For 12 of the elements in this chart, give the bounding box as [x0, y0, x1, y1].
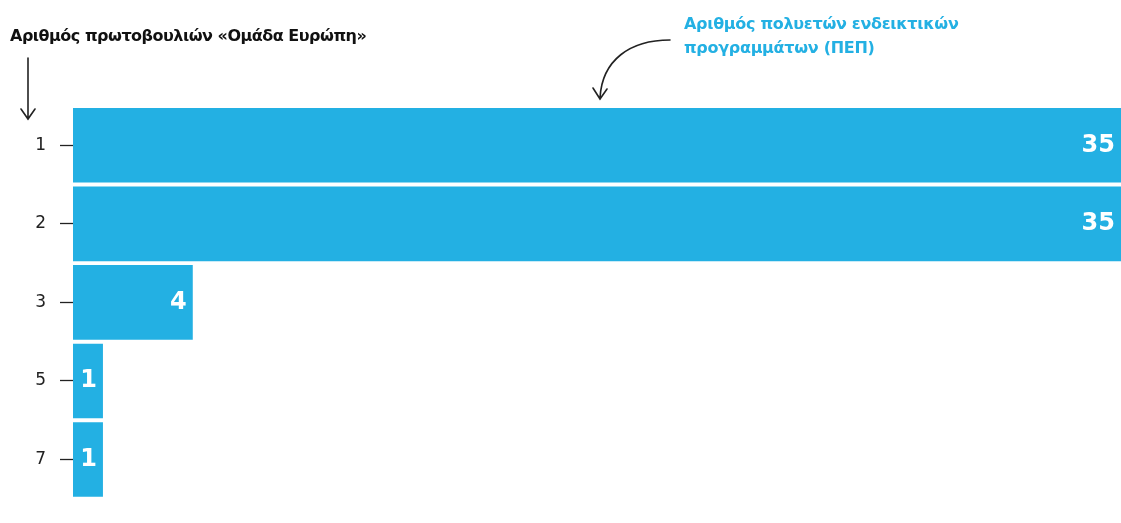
x-axis-title: Αριθμός πολυετών ενδεικτικών προγραμμάτων (ΠΕΠ) — [684, 13, 960, 59]
y-tick-label: 5 — [35, 369, 46, 390]
data-label: 1 — [80, 365, 97, 394]
y-tick-label: 1 — [35, 133, 46, 154]
data-label: 35 — [1081, 129, 1115, 158]
y-tick-label: 7 — [35, 447, 46, 468]
data-label: 1 — [80, 443, 97, 472]
y-axis-title: Αριθμός πρωτοβουλιών «Ομάδα Ευρώπη» — [10, 26, 367, 45]
y-tick-label: 3 — [35, 290, 46, 311]
data-label: 35 — [1081, 208, 1115, 237]
y-tick-label: 2 — [35, 212, 46, 233]
data-label: 4 — [170, 286, 187, 315]
